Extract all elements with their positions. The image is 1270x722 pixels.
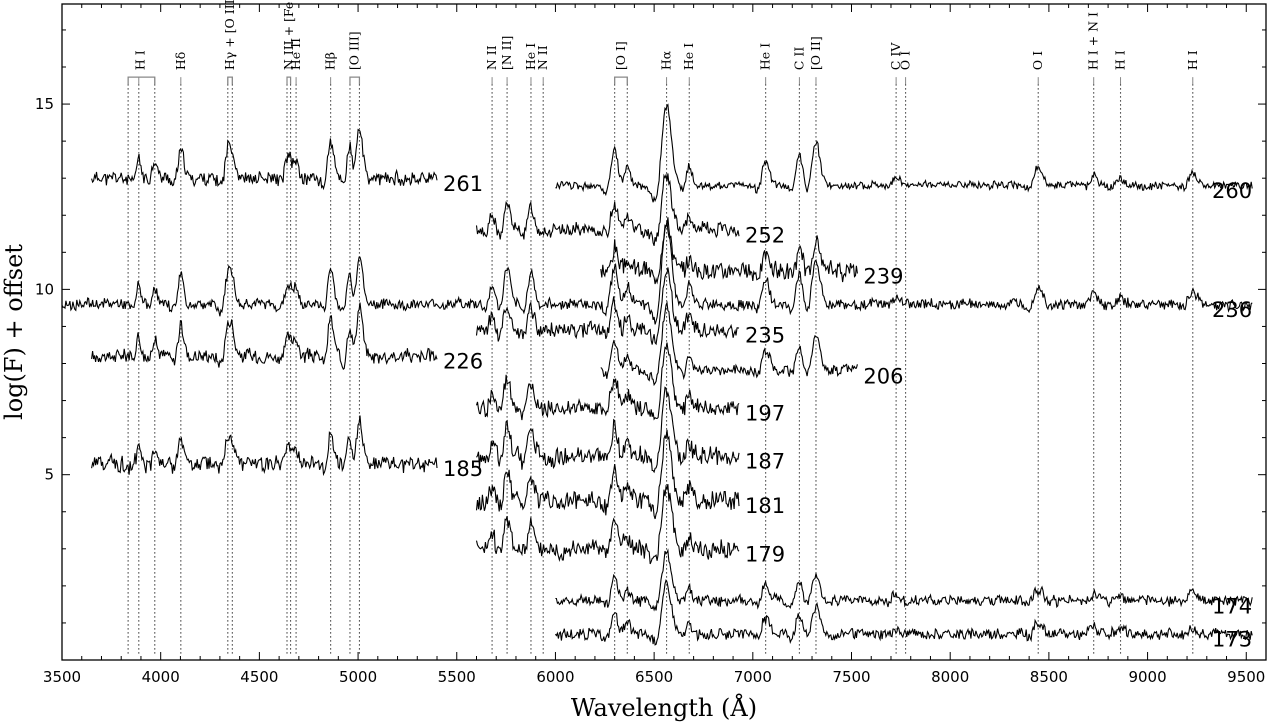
line-marker-layer (127, 76, 1194, 654)
line-id-label: N II (484, 45, 499, 70)
spectrum-185 (91, 415, 438, 477)
epoch-label-239: 239 (863, 264, 903, 288)
spectrum-235 (475, 267, 740, 346)
line-id-label: C IV (888, 42, 903, 70)
x-tick-label: 5000 (339, 668, 377, 686)
spectrum-181 (475, 429, 740, 520)
x-tick-label: 6500 (635, 668, 673, 686)
line-id-label: N II (535, 45, 550, 70)
spectrum-187 (476, 386, 740, 474)
spectrum-197 (475, 342, 740, 421)
epoch-label-174: 174 (1212, 594, 1252, 618)
line-bracket (227, 76, 233, 85)
x-axis-title: Wavelength (Å) (571, 693, 757, 722)
line-id-label: [O I] (613, 41, 628, 70)
line-id-label: H I (1113, 50, 1128, 70)
epoch-label-173: 173 (1212, 628, 1252, 652)
line-id-label: H I (133, 50, 148, 70)
spectrum-261 (91, 128, 438, 191)
spectrum-179 (475, 483, 740, 565)
line-id-label: H I (1185, 50, 1200, 70)
line-id-label: O I (1030, 51, 1045, 70)
line-bracket (286, 76, 292, 85)
epoch-label-181: 181 (745, 494, 785, 518)
spectrum-239 (600, 217, 858, 285)
spectrum-173 (554, 579, 1253, 646)
epoch-label-179: 179 (745, 542, 785, 566)
spectrum-174 (555, 548, 1253, 612)
line-id-label: He II (288, 38, 303, 70)
line-id-label: He I (758, 43, 773, 70)
spectrum-206 (600, 300, 858, 387)
epoch-label-252: 252 (745, 224, 785, 248)
line-bracket (127, 76, 156, 85)
plot-frame (61, 3, 1267, 661)
spectrum-236 (62, 221, 1253, 325)
epoch-label-185: 185 (443, 457, 483, 481)
y-tick-label: 5 (44, 466, 54, 484)
y-tick-label: 15 (35, 95, 54, 113)
x-tick-label: 7500 (832, 668, 870, 686)
x-tick-label: 4500 (240, 668, 278, 686)
x-tick-label: 7000 (734, 668, 772, 686)
epoch-label-226: 226 (443, 350, 483, 374)
x-tick-label: 6000 (536, 668, 574, 686)
spectrum-252 (475, 173, 740, 246)
line-id-label: N III + [Fe III] (281, 0, 296, 70)
x-tick-label: 9500 (1227, 668, 1265, 686)
line-id-label: O I (898, 51, 913, 70)
axes-frame (61, 3, 1267, 661)
spectrum-226 (91, 302, 438, 370)
line-id-label: Hδ (173, 52, 188, 70)
line-id-label: He I (681, 43, 696, 70)
line-bracket (614, 76, 628, 85)
x-tick-label: 4000 (142, 668, 180, 686)
line-id-label: H I + N I (1086, 12, 1101, 70)
epoch-label-197: 197 (745, 402, 785, 426)
label-layer: H I Hδ Hγ + [O III] N III + [Fe III]He II Hβ… (133, 0, 1253, 652)
x-tick-label: 8000 (931, 668, 969, 686)
epoch-label-236: 236 (1212, 298, 1252, 322)
spectrum-260 (555, 103, 1253, 203)
epoch-label-206: 206 (863, 364, 903, 388)
line-id-label: Hγ + [O III] (222, 0, 237, 70)
x-tick-label: 9000 (1128, 668, 1166, 686)
line-id-label: [N II] (499, 36, 514, 71)
x-tick-label: 5500 (438, 668, 476, 686)
line-id-label: [O III] (347, 31, 362, 70)
line-id-label: [O II] (808, 36, 823, 70)
y-axis-title: log(F) + offset (0, 244, 28, 420)
epoch-label-260: 260 (1212, 179, 1252, 203)
line-id-label: Hβ (323, 52, 338, 70)
x-tick-label: 3500 (43, 668, 81, 686)
y-tick-label: 10 (35, 280, 54, 298)
epoch-label-235: 235 (745, 324, 785, 348)
line-id-label: Hα (659, 50, 674, 70)
spectra-layer (62, 103, 1253, 646)
epoch-label-187: 187 (745, 450, 785, 474)
axis-ticks: 3500 4000 4500 5000 5500 6000 6500 7000 7500 8000… (35, 4, 1267, 686)
line-bracket (349, 76, 361, 85)
line-id-label: He I (523, 43, 538, 70)
epoch-label-261: 261 (443, 172, 483, 196)
line-id-label: C II (791, 47, 806, 70)
x-tick-label: 8500 (1030, 668, 1068, 686)
